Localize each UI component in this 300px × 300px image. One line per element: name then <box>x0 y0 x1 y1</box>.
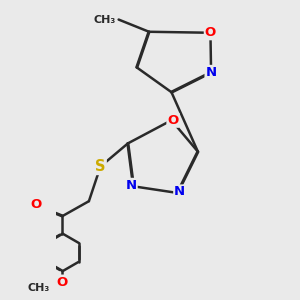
Text: N: N <box>174 185 185 198</box>
Text: CH₃: CH₃ <box>93 15 116 25</box>
Text: O: O <box>57 276 68 289</box>
Text: N: N <box>125 179 137 192</box>
Text: O: O <box>167 114 179 127</box>
Text: O: O <box>205 26 216 39</box>
Text: O: O <box>30 198 41 211</box>
Text: S: S <box>95 159 106 174</box>
Text: CH₃: CH₃ <box>27 283 50 293</box>
Text: N: N <box>206 66 217 79</box>
